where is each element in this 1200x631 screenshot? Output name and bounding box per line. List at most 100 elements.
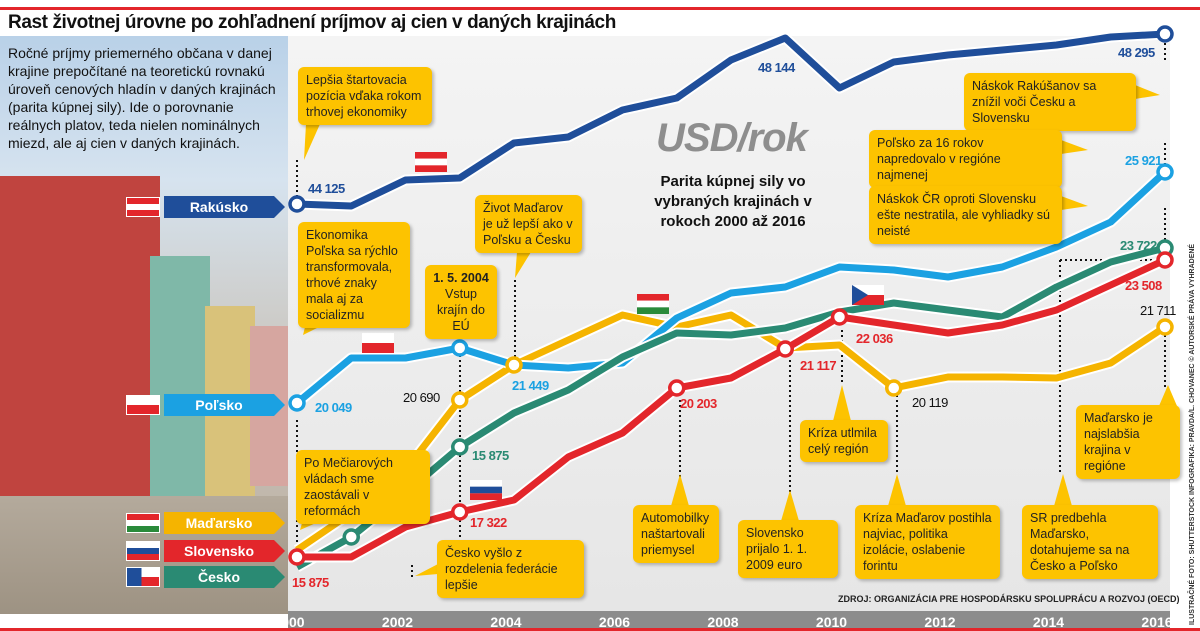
- callout-text: Náskok Rakúšanov sa znížil voči Česku a …: [972, 79, 1097, 125]
- callout-pointer: [515, 252, 531, 278]
- chart-subtitle: Parita kúpnej sily vo vybraných krajinác…: [654, 173, 812, 230]
- legend-tag-3: Maďarsko: [126, 512, 285, 534]
- data-point-Slovensko-2000: [288, 548, 306, 566]
- x-tick-2006: 2006: [598, 614, 631, 630]
- source-note: ZDROJ: ORGANIZÁCIA PRE HOSPODÁRSKU SPOLU…: [838, 594, 1180, 604]
- callout-8: Slovensko prijalo 1. 1. 2009 euro: [738, 520, 838, 578]
- data-label-Česko-2016: 23 722: [1120, 238, 1157, 253]
- data-point-Česko-2003: [451, 438, 469, 456]
- x-tick-2002: 2002: [381, 614, 414, 630]
- data-label-Slovensko-2003: 17 322: [470, 515, 507, 530]
- data-label-Poľsko-2004: 21 449: [512, 378, 549, 393]
- data-label-Rakúsko-2009: 48 144: [758, 60, 796, 75]
- series-line-Maďarsko: [295, 311, 1167, 553]
- callout-13: Náskok Rakúšanov sa znížil voči Česku a …: [964, 73, 1136, 131]
- data-label-Slovensko-2016: 23 508: [1125, 278, 1162, 293]
- data-label-Maďarsko-2003: 20 690: [403, 390, 440, 405]
- x-tick-2008: 2008: [707, 614, 739, 630]
- data-point-Česko-2001: [342, 528, 360, 546]
- data-point-Slovensko-2003: [451, 503, 469, 521]
- callout-6: Česko vyšlo z rozdelenia federácie lepši…: [437, 540, 584, 598]
- data-point-Slovensko-2010: [830, 308, 849, 326]
- callout-text: SR predbehla Maďarsko, dotahujeme sa na …: [1030, 511, 1130, 573]
- data-point-Slovensko-2016: [1156, 251, 1174, 269]
- callout-text: Slovensko prijalo 1. 1. 2009 euro: [746, 526, 808, 572]
- data-label-Slovensko-2000: 15 875: [292, 575, 329, 590]
- czech-flag-icon: [852, 285, 884, 305]
- callout-pointer: [1061, 140, 1088, 154]
- data-label-Poľsko-2000: 20 049: [315, 400, 352, 415]
- data-point-Poľsko-2016: [1156, 163, 1174, 181]
- callout-10: Kríza Maďarov postihla najviac, politika…: [855, 505, 1000, 579]
- callout-text: Automobilky naštartovali priemysel: [641, 511, 710, 557]
- x-tick-2000: 2000: [273, 614, 305, 630]
- callout-text: Vstup krajín do EÚ: [437, 287, 485, 333]
- callout-pointer: [671, 474, 689, 506]
- data-label-Slovensko-2010: 22 036: [856, 331, 893, 346]
- data-label-Rakúsko-2016: 48 295: [1118, 45, 1155, 60]
- x-tick-2004: 2004: [490, 614, 522, 630]
- callout-14: Poľsko za 16 rokov napredovalo v regióne…: [869, 130, 1062, 188]
- data-label-Slovensko-2009: 21 117: [800, 358, 836, 373]
- data-point-Rakúsko-2000: [288, 195, 306, 213]
- data-point-Maďarsko-2004: [505, 356, 523, 374]
- series-line-Česko: [295, 244, 1166, 571]
- callout-text: Život Maďarov je už lepší ako v Poľsku a…: [483, 201, 573, 247]
- callout-pointer: [415, 564, 438, 576]
- data-label-Maďarsko-2016: 21 711: [1140, 303, 1176, 318]
- callout-pointer: [1159, 385, 1177, 406]
- x-tick-2014: 2014: [1032, 614, 1065, 630]
- series-line-Rakúsko: [296, 30, 1166, 210]
- callout-4: 1. 5. 2004 Vstup krajín do EÚ: [425, 265, 497, 339]
- callout-pointer: [888, 474, 906, 506]
- austria-flag-icon: [415, 152, 447, 172]
- poland-flag-icon: [362, 333, 394, 353]
- legend-label: Maďarsko: [164, 512, 285, 534]
- data-label-Slovensko-2007: 20 203: [680, 396, 717, 411]
- data-point-Rakúsko-2016: [1156, 25, 1174, 43]
- series-line-Slovensko: [297, 256, 1167, 561]
- legend-label: Česko: [164, 566, 285, 588]
- slovakia-flag-icon: [470, 480, 502, 500]
- data-point-Slovensko-2009: [776, 340, 794, 358]
- data-point-Slovensko-2007: [668, 379, 686, 397]
- callout-text: Náskok ČR oproti Slovensku ešte nestrati…: [877, 192, 1051, 238]
- data-label-Maďarsko-2011: 20 119: [912, 395, 948, 410]
- callout-pointer: [781, 490, 799, 521]
- callout-2: Život Maďarov je už lepší ako v Poľsku a…: [475, 195, 582, 253]
- legend-tag-5: Česko: [126, 566, 285, 588]
- callout-pointer: [300, 523, 316, 530]
- callout-text: Maďarsko je najslabšia krajina v regióne: [1084, 411, 1153, 473]
- legend-label: Poľsko: [164, 394, 285, 416]
- legend-tag-1: Rakúsko: [126, 196, 285, 218]
- callout-pointer: [303, 327, 319, 335]
- series-line-Poľsko: [294, 169, 1168, 406]
- callout-3: Ekonomika Poľska sa rýchlo transformoval…: [298, 222, 410, 328]
- callout-pointer: [833, 385, 851, 421]
- callout-text: Kríza Maďarov postihla najviac, politika…: [863, 511, 992, 573]
- callout-text: Poľsko za 16 rokov napredovalo v regióne…: [877, 136, 1001, 182]
- data-point-Maďarsko-2003: [451, 391, 469, 409]
- callout-text: Lepšia štartovacia pozícia vďaka rokom t…: [306, 73, 422, 119]
- data-label-Poľsko-2016: 25 921: [1125, 153, 1162, 168]
- legend-tag-2: Poľsko: [126, 394, 285, 416]
- callout-text: Kríza utlmila celý región: [808, 426, 877, 456]
- data-point-Poľsko-2003: [451, 339, 469, 357]
- x-tick-2012: 2012: [924, 614, 956, 630]
- building-red: [0, 176, 160, 516]
- legend-tag-4: Slovensko: [126, 540, 285, 562]
- callout-text: Ekonomika Poľska sa rýchlo transformoval…: [306, 228, 398, 322]
- legend-label: Rakúsko: [164, 196, 285, 218]
- callout-text: Po Mečiarových vládach sme zaostávali v …: [304, 456, 393, 518]
- callout-5: Po Mečiarových vládach sme zaostávali v …: [296, 450, 430, 524]
- data-point-Maďarsko-2011: [885, 379, 903, 397]
- callout-pointer: [1054, 474, 1072, 506]
- flag-icon: [126, 513, 160, 533]
- flag-icon: [126, 567, 160, 587]
- flag-icon: [126, 395, 160, 415]
- callout-7: Automobilky naštartovali priemysel: [633, 505, 719, 563]
- credit-note: ILUSTRAČNÉ FOTO: SHUTTERSTOCK INFOGRAFIK…: [1189, 243, 1196, 625]
- callout-1: Lepšia štartovacia pozícia vďaka rokom t…: [298, 67, 432, 125]
- flag-icon: [126, 197, 160, 217]
